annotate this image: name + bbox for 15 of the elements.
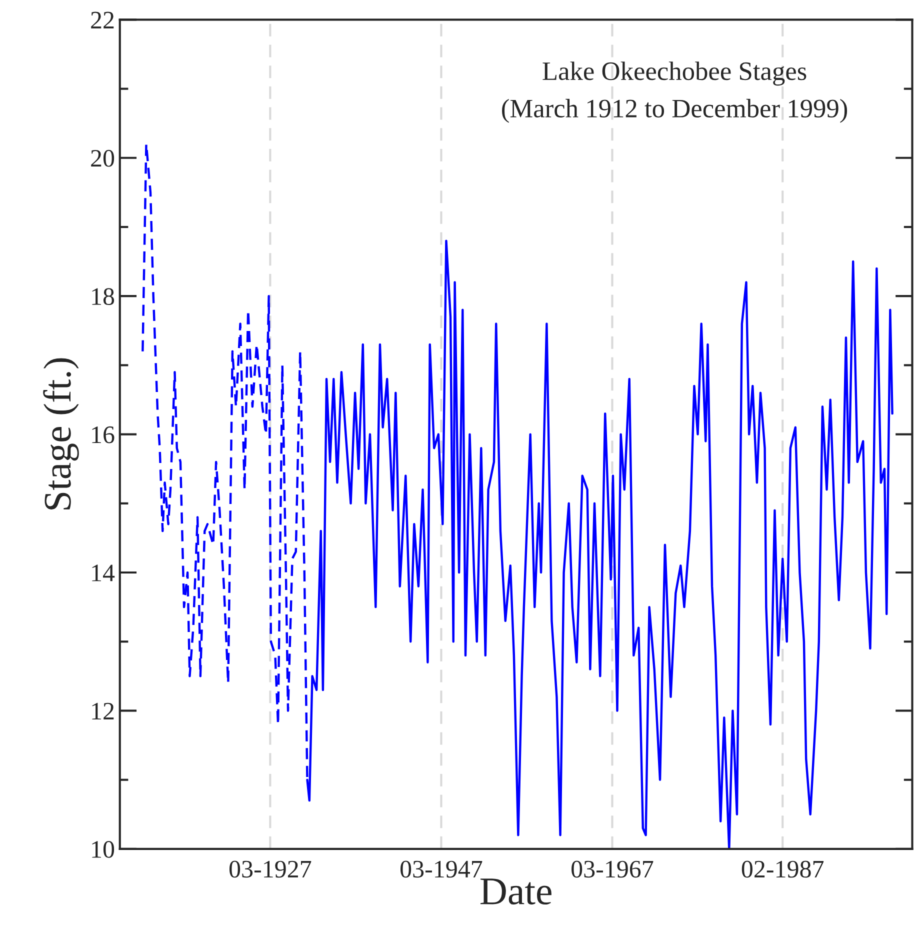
x-tick-label: 03-1967 (572, 860, 654, 878)
y-tick-label: 20 (91, 150, 114, 167)
text: Lake Okeechobee Stages (542, 62, 806, 86)
x-tick-label: 03-1947 (400, 860, 482, 878)
x-tick-label: 02-1987 (742, 860, 824, 878)
y-tick-label: 16 (92, 426, 114, 444)
y-tick-label: 18 (92, 288, 114, 306)
x-axis-title: Date (480, 878, 552, 905)
y-tick-label: 12 (92, 702, 114, 720)
y-tick-label: 10 (92, 840, 114, 858)
x-tick-label: 03-1927 (229, 860, 312, 878)
text: (March 1912 to December 1999) (502, 98, 848, 123)
y-tick-label: 14 (92, 564, 115, 582)
y-tick-label: 22 (91, 12, 114, 28)
y-axis-title: Stage (ft.) (43, 358, 79, 510)
